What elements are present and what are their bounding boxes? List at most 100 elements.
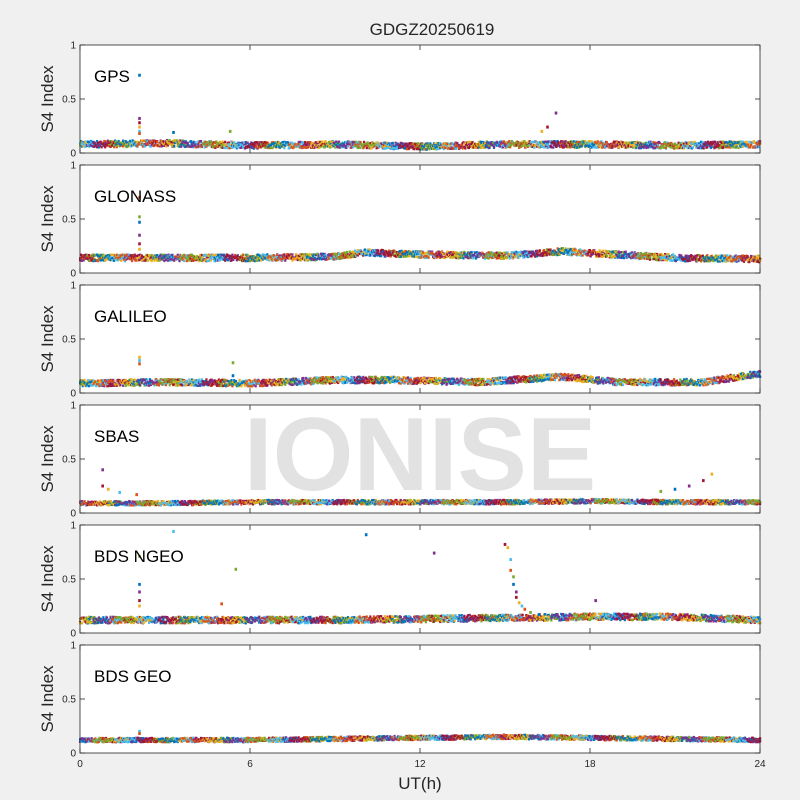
spike-point [138, 129, 141, 133]
data-point [755, 144, 758, 148]
data-point [600, 141, 603, 145]
data-point [446, 142, 449, 146]
data-point [83, 378, 86, 382]
data-point [163, 143, 166, 146]
data-point [406, 147, 409, 151]
data-point [87, 143, 90, 146]
data-point [635, 141, 638, 145]
data-point [327, 142, 330, 145]
data-point [525, 142, 528, 145]
data-point [405, 142, 408, 145]
data-point [229, 146, 232, 149]
data-point [272, 142, 275, 145]
data-point [694, 143, 697, 146]
data-point [495, 144, 498, 147]
data-point [254, 146, 257, 149]
data-point [598, 144, 601, 148]
data-point [390, 147, 393, 151]
data-point [449, 144, 452, 147]
data-point [650, 141, 653, 144]
data-point [343, 143, 346, 146]
data-point [79, 253, 83, 256]
data-point [328, 140, 331, 144]
data-point [182, 259, 186, 263]
data-point [482, 144, 485, 147]
data-point [398, 144, 402, 147]
data-point [160, 145, 163, 148]
data-point [234, 143, 238, 146]
data-point [283, 145, 286, 148]
data-point [538, 249, 541, 253]
data-point [120, 141, 123, 144]
data-point [710, 145, 713, 149]
data-point [590, 146, 593, 149]
data-point [415, 144, 419, 147]
data-point [526, 141, 530, 144]
data-point [323, 146, 326, 149]
data-point [691, 146, 695, 149]
data-point [751, 141, 755, 144]
data-point [217, 143, 221, 147]
data-point [507, 145, 510, 149]
data-point [191, 144, 195, 148]
data-point [532, 140, 535, 144]
data-point [750, 143, 753, 147]
data-point [241, 143, 244, 146]
data-point [91, 257, 94, 260]
data-point [668, 255, 671, 258]
data-point [292, 146, 295, 150]
data-point [299, 143, 302, 146]
data-point [345, 250, 349, 254]
data-point [383, 147, 386, 150]
data-point [290, 141, 293, 144]
data-point [352, 145, 355, 149]
data-point [707, 140, 710, 144]
data-point [587, 140, 591, 143]
data-point [461, 147, 464, 150]
data-point [499, 145, 502, 148]
data-point [456, 141, 459, 145]
data-point [524, 144, 527, 147]
data-point [713, 145, 716, 148]
data-point [141, 145, 144, 148]
data-point [733, 144, 737, 147]
data-point [284, 144, 287, 147]
data-point [648, 256, 652, 259]
data-point [194, 141, 197, 144]
spike-point [228, 129, 232, 133]
data-point [365, 142, 368, 146]
panel-plot-area [80, 45, 760, 153]
data-point [600, 140, 603, 143]
data-point [689, 145, 692, 148]
data-point [412, 145, 415, 148]
data-point [484, 144, 488, 147]
data-point [724, 140, 728, 144]
data-point [442, 144, 445, 148]
data-point [661, 146, 664, 149]
data-point [624, 146, 627, 149]
data-point [113, 143, 116, 147]
data-point [574, 144, 577, 147]
data-point [85, 141, 88, 144]
data-point [444, 146, 447, 150]
data-point [214, 146, 217, 149]
data-point [267, 146, 270, 150]
data-point [282, 143, 285, 147]
data-point [619, 144, 622, 148]
data-point [190, 143, 194, 146]
data-point [316, 144, 319, 148]
data-point [381, 141, 385, 145]
data-point [338, 142, 342, 145]
data-point [540, 140, 543, 144]
data-point [413, 147, 416, 151]
data-point [485, 145, 488, 149]
data-point [591, 141, 594, 144]
data-point [601, 146, 604, 149]
spike-point [540, 129, 544, 133]
data-point [651, 145, 654, 149]
series-points [79, 73, 762, 151]
data-point [371, 141, 375, 145]
data-point [328, 146, 332, 149]
data-point [595, 146, 598, 149]
data-point [508, 140, 511, 143]
